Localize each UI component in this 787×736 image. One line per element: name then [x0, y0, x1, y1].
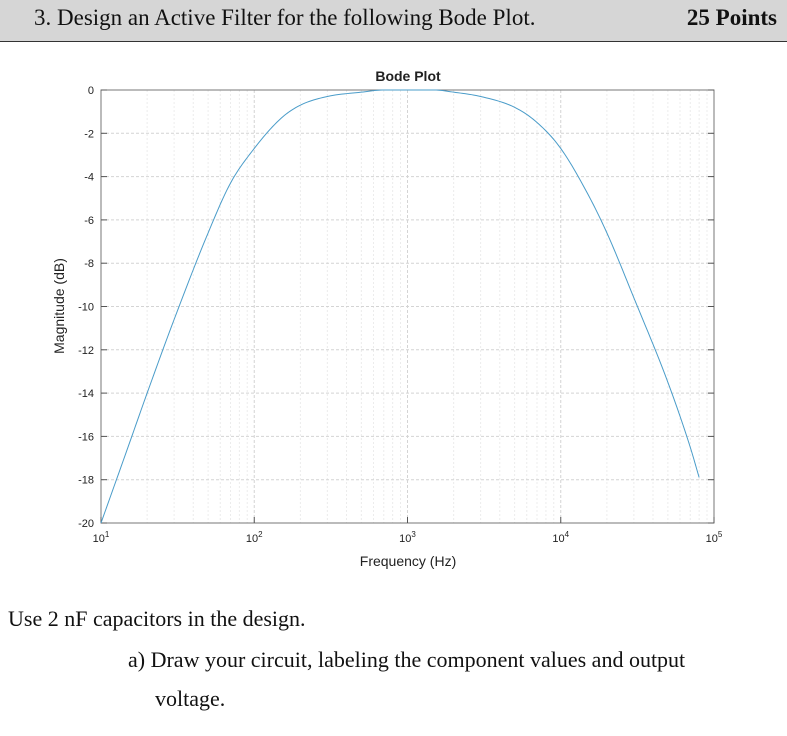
y-axis-label: Magnitude (dB): [51, 258, 67, 354]
capacitor-instruction: Use 2 nF capacitors in the design.: [8, 606, 306, 631]
part-a: a) Draw your circuit, labeling the compo…: [128, 645, 685, 675]
y-tick-label: 0: [88, 85, 94, 97]
bode-plot-chart: 101 102 103 104 105 0 -2 -4 -6 -8 -10 -12 -14 -16 -18 -…: [51, 68, 723, 569]
part-a-text-line2: voltage.: [155, 686, 226, 711]
x-tick-label: 102: [246, 530, 263, 545]
points-label: 25 Points: [686, 5, 777, 30]
question-title: 3. Design an Active Filter for the follo…: [34, 5, 536, 30]
y-tick-label: -4: [84, 172, 94, 184]
chart-title: Bode Plot: [375, 68, 441, 84]
y-tick-label: -10: [78, 302, 94, 314]
y-tick-label: -14: [78, 388, 94, 400]
x-tick-label: 104: [552, 530, 569, 545]
x-tick-label: 105: [706, 530, 723, 545]
magnitude-series-line: [100, 89, 700, 524]
part-a-label: a): [128, 647, 146, 672]
axis-ticks: 101 102 103 104 105 0 -2 -4 -6 -8 -10 -12 -14 -16 -18 -…: [78, 85, 723, 545]
y-tick-label: -16: [78, 431, 94, 443]
plot-grid: [100, 89, 715, 524]
part-a-text-line1: Draw your circuit, labeling the componen…: [150, 647, 686, 672]
y-tick-label: -18: [78, 475, 94, 487]
x-tick-label: 101: [93, 530, 110, 545]
y-tick-label: -2: [84, 128, 94, 140]
x-axis-label: Frequency (Hz): [360, 553, 456, 569]
y-tick-label: -20: [78, 518, 94, 530]
x-tick-label: 103: [399, 530, 416, 545]
y-tick-label: -12: [78, 345, 94, 357]
y-tick-label: -6: [84, 215, 94, 227]
y-tick-label: -8: [84, 258, 94, 270]
question-header: 3. Design an Active Filter for the follo…: [0, 0, 787, 42]
